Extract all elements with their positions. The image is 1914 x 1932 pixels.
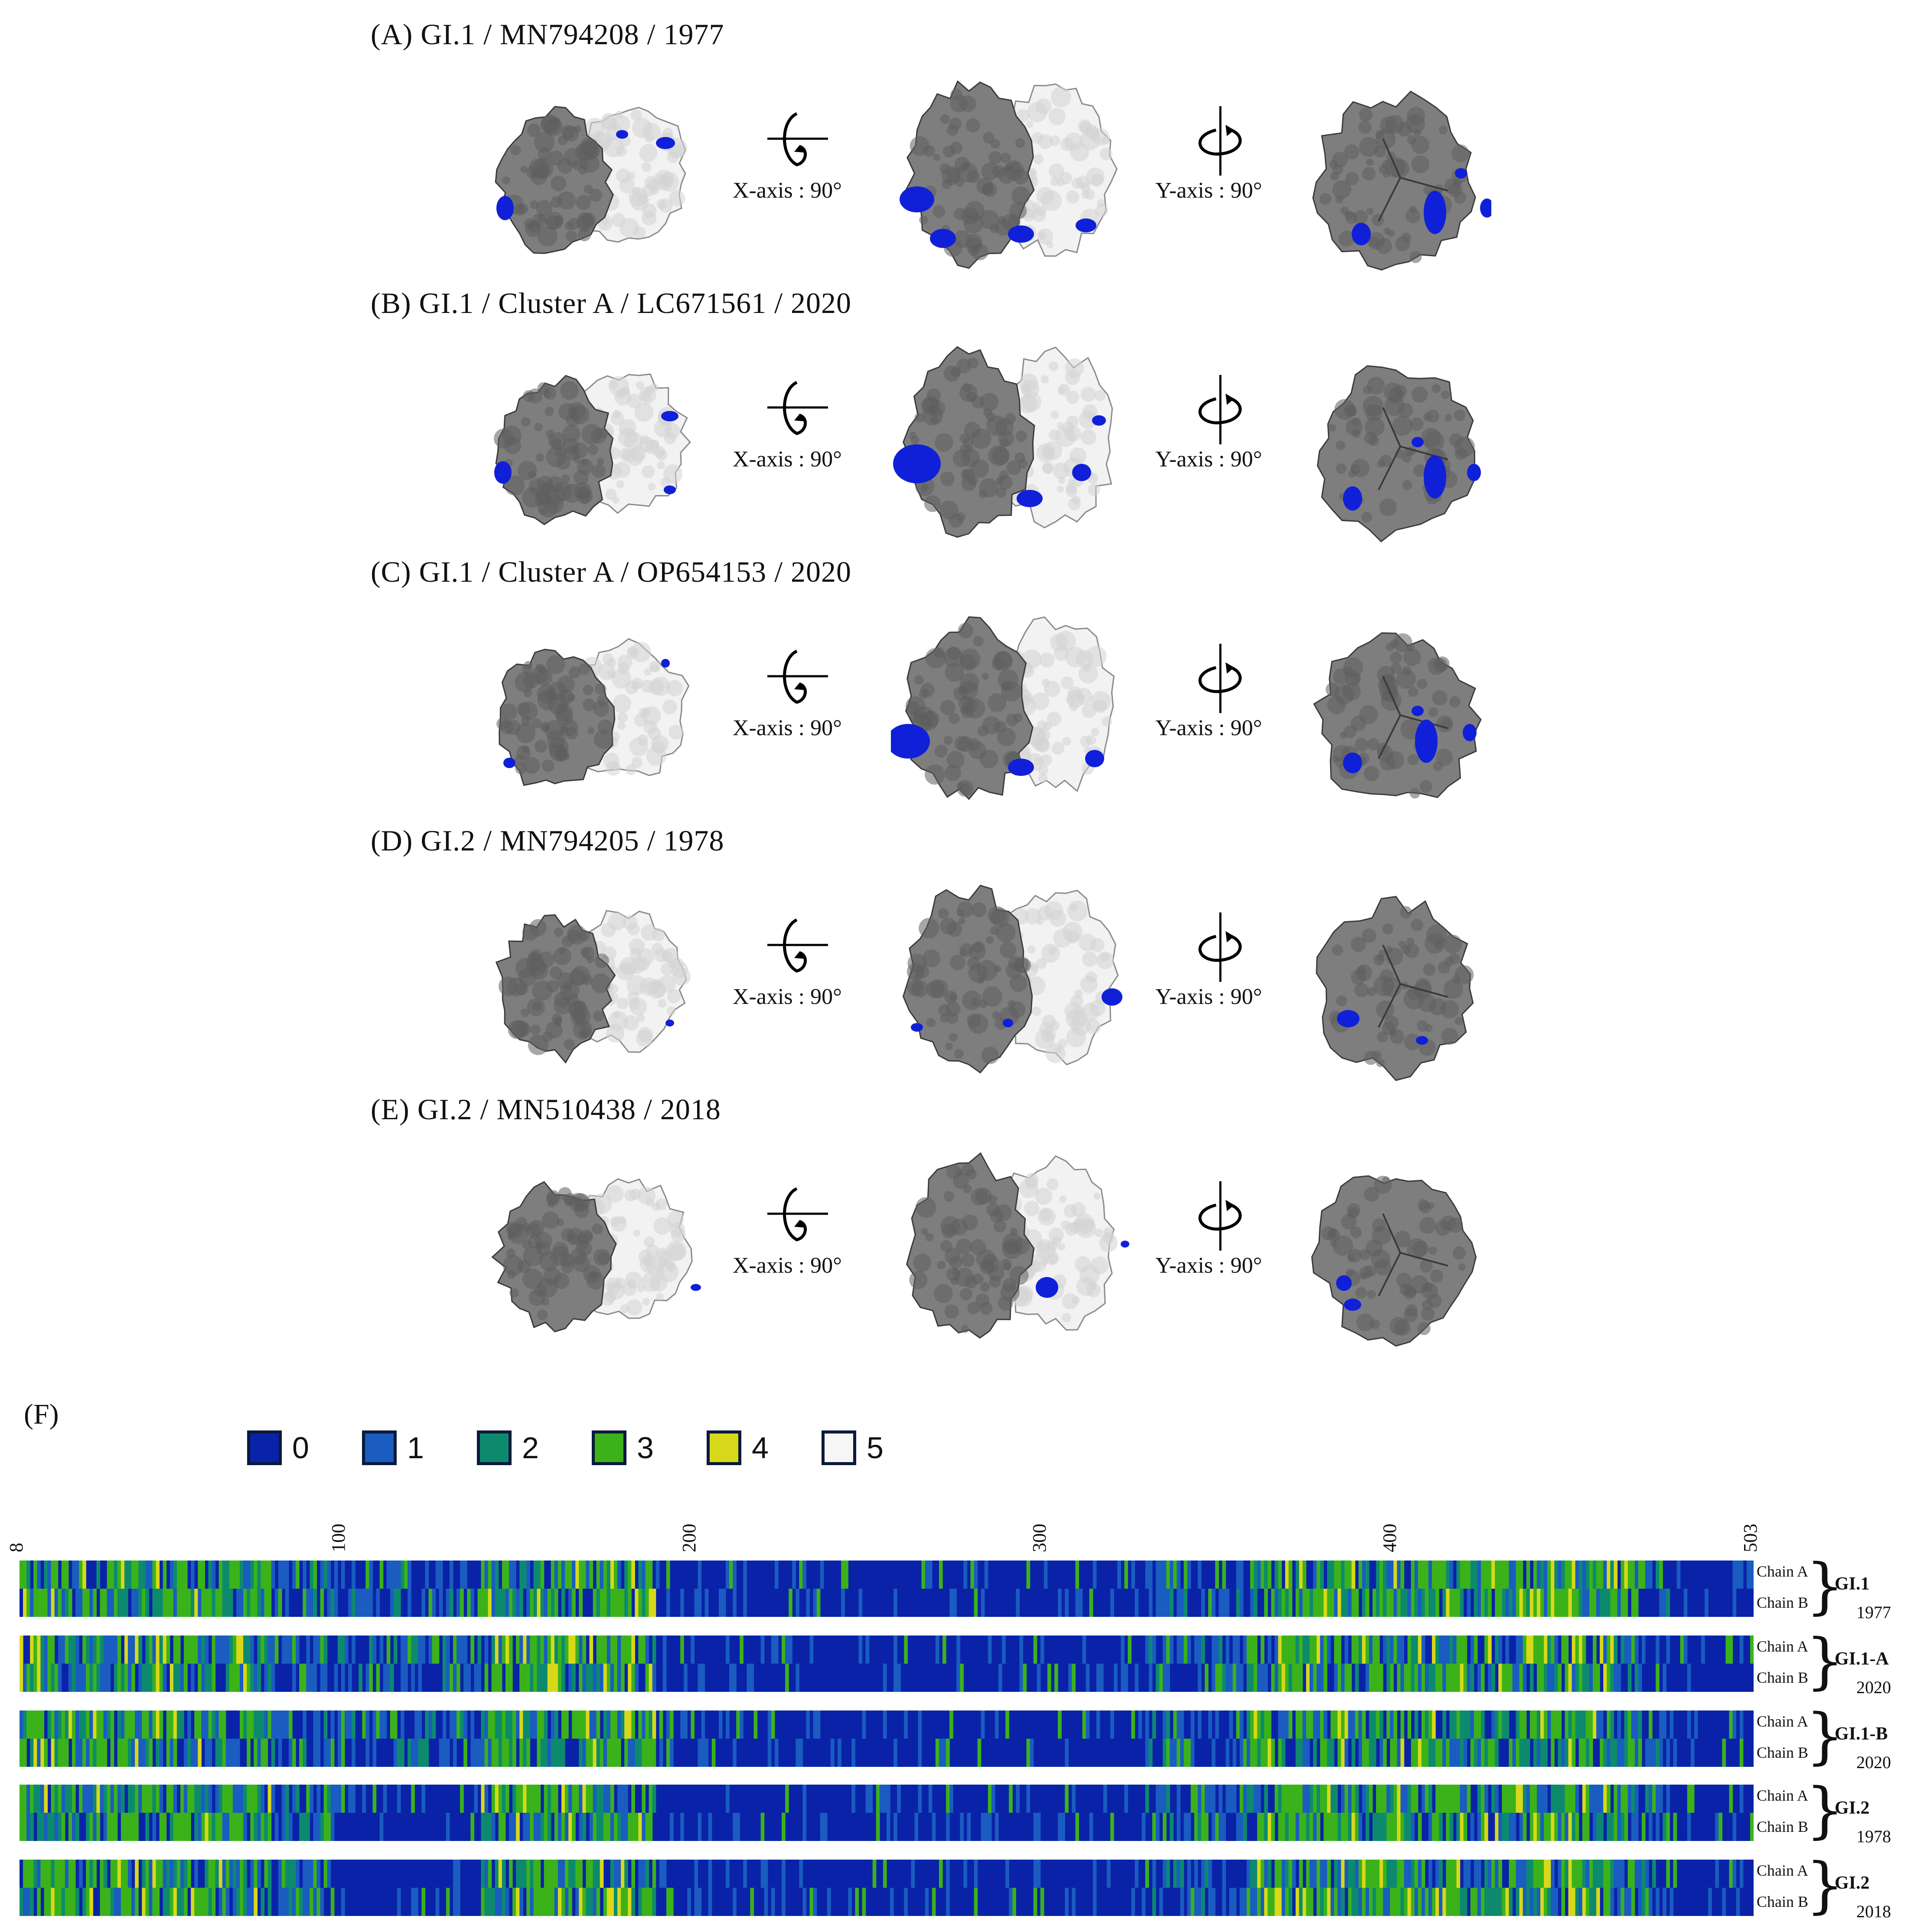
group-label: GI.2	[1835, 1798, 1870, 1818]
axis-tick: 200	[678, 1524, 700, 1552]
chain-a-label: Chain A	[1757, 1563, 1809, 1580]
legend-swatch	[477, 1430, 512, 1465]
y-rotation-icon	[1186, 104, 1255, 180]
legend-label: 1	[407, 1431, 424, 1465]
legend-label: 4	[752, 1431, 769, 1465]
protein-front-view	[900, 80, 1118, 269]
chain-b-label: Chain B	[1757, 1893, 1809, 1910]
x-axis-label: X-axis : 90°	[733, 178, 842, 203]
legend-item: 4	[707, 1428, 769, 1467]
protein-front-view	[893, 346, 1113, 538]
x-axis-label: X-axis : 90°	[733, 447, 842, 472]
protein-top-view	[1311, 1175, 1477, 1347]
legend-item: 3	[592, 1428, 654, 1467]
heatmap-row	[20, 1860, 1754, 1916]
legend-swatch	[707, 1430, 741, 1465]
brace-icon: }	[1806, 1551, 1845, 1622]
protein-side-view	[495, 910, 691, 1064]
protein-side-view	[496, 638, 690, 786]
protein-side-view	[494, 373, 691, 525]
legend-label: 5	[867, 1431, 884, 1465]
legend-item: 2	[477, 1428, 539, 1467]
chain-b-label: Chain B	[1757, 1818, 1809, 1835]
x-rotation-icon	[763, 1183, 832, 1251]
heatmap-row	[20, 1785, 1754, 1841]
protein-side-view	[495, 106, 687, 254]
year-label: 2020	[1856, 1678, 1891, 1697]
y-axis-label: Y-axis : 90°	[1155, 716, 1262, 740]
chain-a-label: Chain A	[1757, 1862, 1809, 1879]
axis-tick: 8	[6, 1543, 27, 1552]
chain-a-label: Chain A	[1757, 1638, 1809, 1655]
group-label: GI.1	[1835, 1574, 1870, 1594]
protein-front-view	[891, 616, 1115, 800]
x-rotation-icon	[763, 377, 832, 444]
x-axis-label: X-axis : 90°	[733, 1253, 842, 1278]
y-axis-label: Y-axis : 90°	[1155, 447, 1262, 472]
x-axis-label: X-axis : 90°	[733, 716, 842, 740]
protein-top-view	[1313, 632, 1482, 799]
heatmap-row	[20, 1636, 1754, 1692]
year-label: 2020	[1856, 1753, 1891, 1772]
y-axis-label: Y-axis : 90°	[1155, 984, 1262, 1009]
chain-b-label: Chain B	[1757, 1744, 1809, 1761]
legend-item: 1	[362, 1428, 424, 1467]
axis-tick: 503	[1740, 1524, 1761, 1552]
year-label: 2018	[1856, 1902, 1891, 1921]
chain-a-label: Chain A	[1757, 1787, 1809, 1804]
legend-label: 2	[522, 1431, 539, 1465]
x-rotation-icon	[763, 108, 832, 176]
y-rotation-icon	[1186, 642, 1255, 717]
panel-title: (B) GI.1 / Cluster A / LC671561 / 2020	[371, 287, 851, 319]
legend-swatch	[362, 1430, 397, 1465]
legend-swatch	[592, 1430, 626, 1465]
y-rotation-icon	[1186, 910, 1255, 986]
brace-icon: }	[1806, 1775, 1845, 1846]
legend-item: 0	[247, 1428, 309, 1467]
protein-front-view	[902, 884, 1122, 1074]
protein-top-view	[1312, 90, 1491, 271]
x-rotation-icon	[763, 646, 832, 713]
legend-swatch	[822, 1430, 856, 1465]
year-label: 1978	[1856, 1827, 1891, 1846]
chain-a-label: Chain A	[1757, 1713, 1809, 1730]
year-label: 1977	[1856, 1603, 1891, 1622]
panel-f-label: (F)	[24, 1398, 59, 1430]
chain-b-label: Chain B	[1757, 1594, 1809, 1611]
x-rotation-icon	[763, 915, 832, 982]
brace-icon: }	[1806, 1701, 1845, 1772]
panel-title: (D) GI.2 / MN794205 / 1978	[371, 824, 724, 857]
y-rotation-icon	[1186, 373, 1255, 449]
heatmap-row	[20, 1561, 1754, 1617]
legend-swatch	[247, 1430, 282, 1465]
axis-tick: 400	[1379, 1524, 1400, 1552]
brace-icon: }	[1806, 1626, 1845, 1697]
y-axis-label: Y-axis : 90°	[1155, 178, 1262, 203]
protein-top-view	[1316, 896, 1474, 1081]
protein-top-view	[1317, 365, 1481, 543]
chain-b-label: Chain B	[1757, 1669, 1809, 1686]
group-label: GI.1-B	[1835, 1724, 1888, 1744]
heatmap-row	[20, 1710, 1754, 1767]
axis-tick: 100	[328, 1524, 349, 1552]
y-axis-label: Y-axis : 90°	[1155, 1253, 1262, 1278]
legend-label: 3	[637, 1431, 654, 1465]
axis-tick: 300	[1029, 1524, 1050, 1552]
panel-title: (A) GI.1 / MN794208 / 1977	[371, 18, 724, 51]
legend-label: 0	[292, 1431, 309, 1465]
group-label: GI.1-A	[1835, 1649, 1889, 1669]
protein-side-view	[491, 1178, 701, 1333]
legend-item: 5	[822, 1428, 884, 1467]
panel-title: (E) GI.2 / MN510438 / 2018	[371, 1093, 721, 1126]
group-label: GI.2	[1835, 1873, 1870, 1893]
panel-title: (C) GI.1 / Cluster A / OP654153 / 2020	[371, 555, 852, 588]
y-rotation-icon	[1186, 1179, 1255, 1255]
protein-front-view	[906, 1152, 1129, 1339]
x-axis-label: X-axis : 90°	[733, 984, 842, 1009]
brace-icon: }	[1806, 1850, 1845, 1921]
